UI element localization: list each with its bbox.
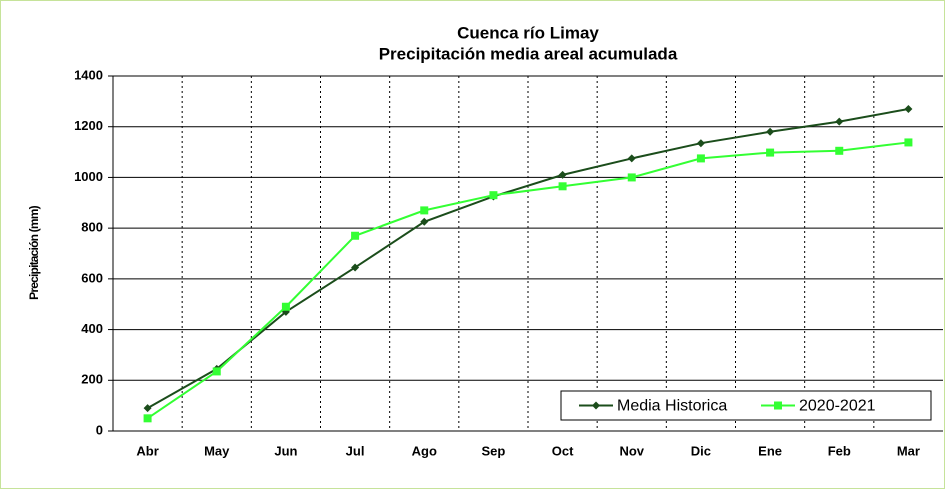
x-tick-label: Jul bbox=[346, 443, 365, 458]
x-tick-label: May bbox=[204, 443, 230, 458]
marker bbox=[835, 117, 844, 126]
x-tick-label: Ene bbox=[758, 443, 782, 458]
marker bbox=[351, 263, 360, 272]
x-tick-label: Sep bbox=[481, 443, 505, 458]
marker bbox=[212, 367, 221, 376]
legend-label: 2020-2021 bbox=[799, 398, 876, 415]
y-tick-label: 600 bbox=[81, 270, 103, 285]
marker bbox=[627, 154, 636, 163]
marker bbox=[558, 170, 567, 179]
x-tick-label: Mar bbox=[897, 443, 920, 458]
y-tick-label: 1000 bbox=[74, 169, 103, 184]
marker bbox=[420, 206, 429, 215]
x-tick-label: Oct bbox=[552, 443, 574, 458]
marker bbox=[489, 191, 498, 200]
marker bbox=[558, 182, 567, 191]
marker bbox=[281, 302, 290, 311]
y-tick-label: 800 bbox=[81, 220, 103, 235]
y-tick-label: 1400 bbox=[74, 67, 103, 82]
marker bbox=[696, 139, 705, 148]
legend-label: Media Historica bbox=[617, 398, 727, 415]
marker bbox=[766, 148, 775, 157]
y-axis-label: Precipitación (mm) bbox=[27, 205, 41, 299]
marker bbox=[904, 104, 913, 113]
x-tick-label: Feb bbox=[828, 443, 851, 458]
series-line bbox=[147, 107, 909, 410]
marker bbox=[143, 404, 152, 413]
legend-box bbox=[560, 390, 932, 421]
marker bbox=[696, 154, 705, 163]
marker bbox=[766, 127, 775, 136]
chart-title: Cuenca río Limay bbox=[457, 23, 599, 42]
y-tick-label: 200 bbox=[81, 372, 103, 387]
series-line bbox=[147, 141, 909, 420]
marker bbox=[835, 146, 844, 155]
x-tick-label: Abr bbox=[136, 443, 158, 458]
x-tick-label: Jun bbox=[274, 443, 297, 458]
x-tick-label: Dic bbox=[691, 443, 711, 458]
marker bbox=[627, 173, 636, 182]
marker bbox=[143, 414, 152, 423]
legend-marker bbox=[774, 401, 782, 410]
marker bbox=[904, 138, 913, 147]
x-tick-label: Nov bbox=[619, 443, 644, 458]
y-tick-label: 0 bbox=[96, 422, 103, 437]
chart-subtitle: Precipitación media areal acumulada bbox=[379, 44, 678, 63]
marker bbox=[351, 231, 360, 240]
y-tick-label: 400 bbox=[81, 321, 103, 336]
y-tick-label: 1200 bbox=[74, 118, 103, 133]
legend-marker bbox=[592, 401, 600, 410]
x-tick-label: Ago bbox=[412, 443, 437, 458]
marker bbox=[420, 217, 429, 226]
